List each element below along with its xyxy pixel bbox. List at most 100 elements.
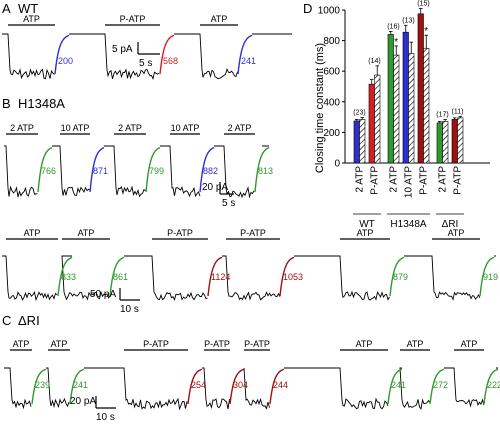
tau-value: 200 — [58, 56, 73, 66]
application-label: ATP — [356, 339, 373, 349]
x-category-label: P-ATP — [370, 166, 381, 195]
bar-hatched — [374, 74, 381, 164]
trace-b1 — [4, 145, 269, 199]
tau-value: 871 — [93, 166, 108, 176]
bar-hatched — [408, 53, 415, 164]
x-category-label: 10 ATP — [404, 166, 415, 198]
trace-b1-decay — [199, 146, 215, 193]
n-label: (16) — [387, 23, 399, 30]
tau-value: 254 — [191, 380, 206, 390]
current-traces: ATP 200 P-ATP 568 ATP 241 2 ATP 766 10 ATP 871 2 A… — [2, 14, 500, 411]
tau-value: 272 — [433, 380, 448, 390]
trace-a-decay — [54, 34, 70, 75]
application-label: P-ATP — [120, 14, 146, 24]
trace-b2-decay — [109, 256, 125, 297]
panel-c-title: ΔRI — [18, 313, 40, 328]
bar-solid — [436, 122, 443, 164]
tau-value: 241 — [391, 380, 406, 390]
application-label: ATP — [51, 339, 68, 349]
trace-b2-decay — [279, 256, 295, 297]
application-label: ATP — [448, 228, 465, 238]
y-tick-label: 0 — [334, 159, 340, 170]
panel-c-letter: C — [2, 313, 11, 328]
tau-value: 244 — [273, 380, 288, 390]
x-category-label: 2 ATP — [389, 166, 400, 193]
tau-value: 799 — [149, 166, 164, 176]
scale-c-time: 10 s — [96, 412, 115, 423]
trace-c-decay — [483, 368, 499, 405]
n-label: (11) — [452, 108, 464, 115]
bar-hatched — [359, 119, 366, 164]
application-label: P-ATP — [240, 228, 266, 238]
bar-solid — [417, 13, 424, 164]
x-category-label: P-ATP — [453, 166, 464, 195]
trace-b1-decay — [145, 146, 161, 193]
trace-c-decay — [229, 368, 245, 405]
bar-hatched — [457, 117, 464, 164]
tau-value: 813 — [258, 166, 273, 176]
scale-b2-time: 10 s — [120, 304, 139, 315]
application-label: ATP — [23, 14, 40, 24]
y-tick-label: 400 — [323, 97, 340, 108]
n-label: (13) — [402, 17, 414, 24]
panel-b-letter: B — [2, 96, 11, 111]
trace-c-decay — [69, 368, 85, 405]
tau-value: 861 — [113, 272, 128, 282]
bar-hatched — [393, 54, 400, 164]
bar-hatched — [423, 47, 430, 164]
bar-solid — [451, 119, 458, 164]
application-label: 10 ATP — [171, 123, 200, 133]
panel-a-letter: A — [2, 1, 11, 16]
tau-value: 304 — [233, 380, 248, 390]
bar-solid — [368, 83, 375, 164]
trace-b2-decay — [57, 256, 73, 297]
y-tick-label: 200 — [323, 128, 340, 139]
trace-c-decay — [31, 368, 47, 405]
trace-c — [4, 367, 498, 411]
trace-a — [2, 33, 292, 80]
application-label: ATP — [211, 14, 228, 24]
application-label: P-ATP — [167, 228, 193, 238]
n-label: (15) — [417, 0, 429, 7]
chart-ylabel: Closing time constant (ms) — [314, 43, 326, 173]
bar-solid — [387, 34, 394, 164]
application-label: ATP — [407, 339, 424, 349]
x-category-label: 2 ATP — [355, 166, 366, 193]
application-label: 2 ATP — [10, 123, 34, 133]
application-label: ATP — [13, 339, 30, 349]
chart-bars — [353, 8, 464, 164]
scale-b1-current: 20 pA — [202, 182, 228, 193]
application-label: ATP — [78, 228, 95, 238]
bar-hatched — [442, 121, 449, 164]
n-label: (17) — [436, 112, 448, 119]
tau-value: 882 — [203, 166, 218, 176]
trace-a-decay — [159, 34, 175, 75]
chart-labels: (23) 2 ATP (14) P-ATP WT (16) * 2 ATP (13) 10 ATP… — [353, 0, 464, 230]
tau-value: 568 — [163, 56, 178, 66]
trace-c-decay — [429, 368, 445, 405]
trace-b1-decay — [37, 146, 53, 193]
y-tick-label: 800 — [323, 36, 340, 47]
bar-solid — [353, 120, 360, 164]
bar-solid — [402, 31, 409, 164]
trace-c-decay — [387, 368, 403, 405]
tau-value: 222 — [487, 380, 500, 390]
trace-a-decay — [237, 34, 253, 75]
x-category-label: 2 ATP — [438, 166, 449, 193]
scale-bar-c: 20 pA 10 s — [70, 396, 116, 423]
tau-value: 766 — [41, 166, 56, 176]
group-label: WT — [359, 219, 375, 230]
significance-star: * — [394, 37, 398, 48]
scale-c-current: 20 pA — [70, 396, 96, 407]
closing-time-chart: Closing time constant (ms) 0 200 400 600 800… — [314, 0, 490, 230]
trace-b1-decay — [254, 146, 270, 193]
application-label: ATP — [461, 339, 478, 349]
application-label: 2 ATP — [228, 123, 252, 133]
scale-bar-b2: 50 pA 10 s — [90, 288, 140, 315]
significance-star: * — [424, 26, 428, 37]
application-label: P-ATP — [244, 339, 270, 349]
tau-value: 241 — [73, 380, 88, 390]
scale-a-current: 5 pA — [112, 44, 133, 55]
tau-value: 833 — [61, 272, 76, 282]
